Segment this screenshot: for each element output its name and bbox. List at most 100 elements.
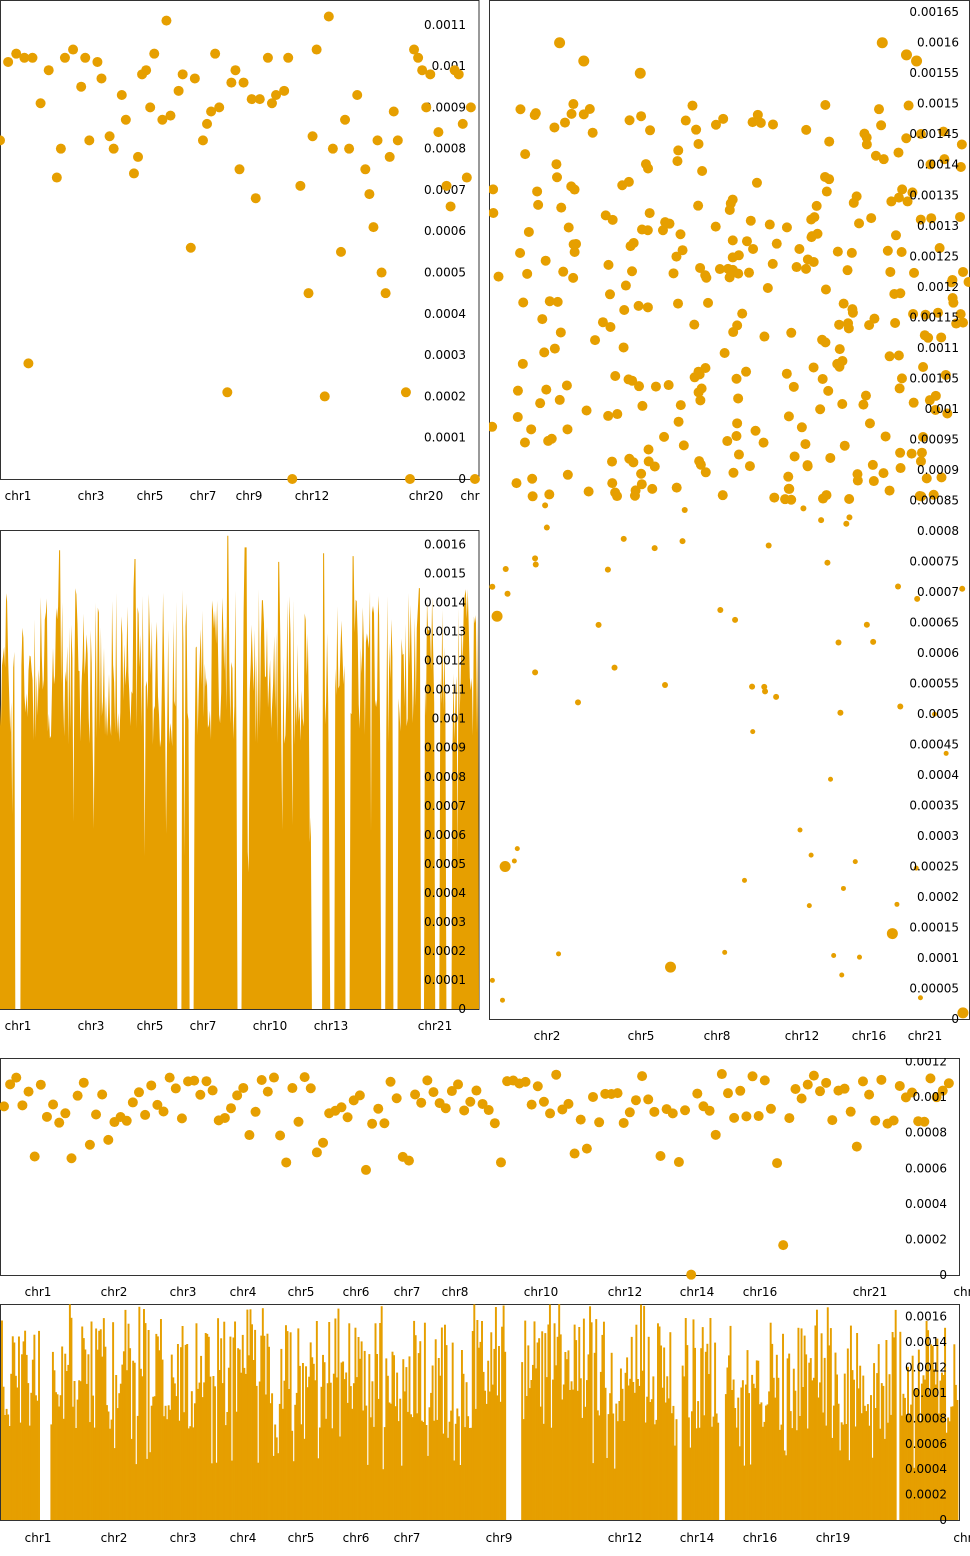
bar <box>954 1384 957 1520</box>
data-point <box>104 131 115 142</box>
bar <box>312 1363 315 1520</box>
bar <box>153 1396 156 1520</box>
data-point <box>643 444 654 455</box>
data-point <box>665 961 677 973</box>
data-point <box>784 1113 795 1124</box>
bar <box>592 1463 595 1520</box>
data-point <box>832 246 843 257</box>
bar <box>470 1427 473 1520</box>
bar <box>437 1358 440 1520</box>
data-point <box>659 431 670 442</box>
data-point <box>958 317 969 328</box>
data-point <box>523 226 534 237</box>
data-point <box>846 514 853 521</box>
bar <box>11 1336 14 1520</box>
data-point <box>958 266 969 277</box>
bar <box>453 1460 456 1520</box>
data-point <box>680 1105 691 1116</box>
bar <box>704 1351 707 1520</box>
y-tick-label: 0.0008 <box>917 524 959 538</box>
area-series <box>0 535 479 1009</box>
data-point <box>662 682 669 689</box>
bar <box>467 1416 470 1520</box>
data-point <box>835 639 842 646</box>
data-point <box>771 238 782 249</box>
data-point <box>546 433 557 444</box>
data-point <box>728 467 739 478</box>
bar <box>848 1460 851 1520</box>
bar <box>589 1306 592 1520</box>
bar <box>817 1397 820 1520</box>
data-point <box>335 246 346 257</box>
bar <box>890 1414 893 1520</box>
data-point <box>844 494 855 505</box>
data-point <box>884 351 895 362</box>
bar <box>105 1405 108 1520</box>
data-point <box>642 225 653 236</box>
bar <box>440 1327 443 1520</box>
bar <box>13 1342 16 1520</box>
bar <box>247 1355 250 1520</box>
data-point <box>716 1069 727 1080</box>
y-tick-label: 0.0015 <box>917 97 959 111</box>
data-point <box>287 474 298 484</box>
data-point <box>762 688 769 695</box>
bar <box>135 1464 138 1520</box>
data-point <box>226 77 237 88</box>
y-tick-label: 0.0001 <box>917 951 959 965</box>
bar-chart-bottom: 0 0.0002 0.0004 0.0006 0.0008 0.001 0.0012 0.00… <box>0 1304 970 1545</box>
data-point <box>897 703 904 710</box>
data-point <box>493 271 504 282</box>
bar <box>812 1377 815 1520</box>
bar <box>874 1408 877 1520</box>
data-point <box>722 436 733 447</box>
data-point <box>19 52 30 63</box>
data-point <box>755 117 766 128</box>
bar <box>159 1319 162 1520</box>
bar <box>141 1376 144 1520</box>
data-point <box>422 1075 433 1086</box>
data-point <box>888 1115 899 1126</box>
bar <box>658 1326 661 1520</box>
bar <box>782 1333 784 1520</box>
data-point <box>266 98 277 109</box>
bar <box>393 1355 395 1520</box>
bar <box>374 1323 377 1520</box>
y-tick-label: 0.0013 <box>917 219 959 233</box>
data-point <box>747 117 758 128</box>
bar <box>53 1370 56 1520</box>
bar <box>143 1309 145 1520</box>
bar <box>115 1375 118 1520</box>
bar <box>609 1393 612 1520</box>
bar <box>768 1391 771 1520</box>
data-point <box>465 1096 476 1107</box>
data-point <box>744 267 755 278</box>
bar <box>76 1399 79 1520</box>
data-point <box>880 431 891 442</box>
data-point <box>878 468 889 479</box>
bar <box>369 1417 372 1520</box>
bar <box>368 1354 371 1520</box>
data-point <box>555 327 566 338</box>
bar <box>399 1398 402 1520</box>
data-point <box>446 1086 457 1097</box>
data-point <box>806 232 817 243</box>
data-point <box>512 385 523 396</box>
y-tick-label: 0.00105 <box>909 371 959 385</box>
data-point <box>710 221 721 232</box>
y-tick-label: 0.00145 <box>909 127 959 141</box>
bar <box>715 1413 718 1520</box>
bar <box>306 1387 309 1520</box>
x-tick-label: chr <box>953 1285 970 1299</box>
data-point <box>893 147 904 158</box>
data-point <box>759 331 770 342</box>
bar <box>687 1417 690 1520</box>
bar <box>139 1368 142 1520</box>
bar <box>127 1323 130 1520</box>
data-point <box>876 120 887 131</box>
bar <box>524 1320 527 1520</box>
data-point <box>802 1079 813 1090</box>
data-point <box>959 585 966 592</box>
data-point <box>643 1094 654 1105</box>
bar <box>888 1374 891 1520</box>
